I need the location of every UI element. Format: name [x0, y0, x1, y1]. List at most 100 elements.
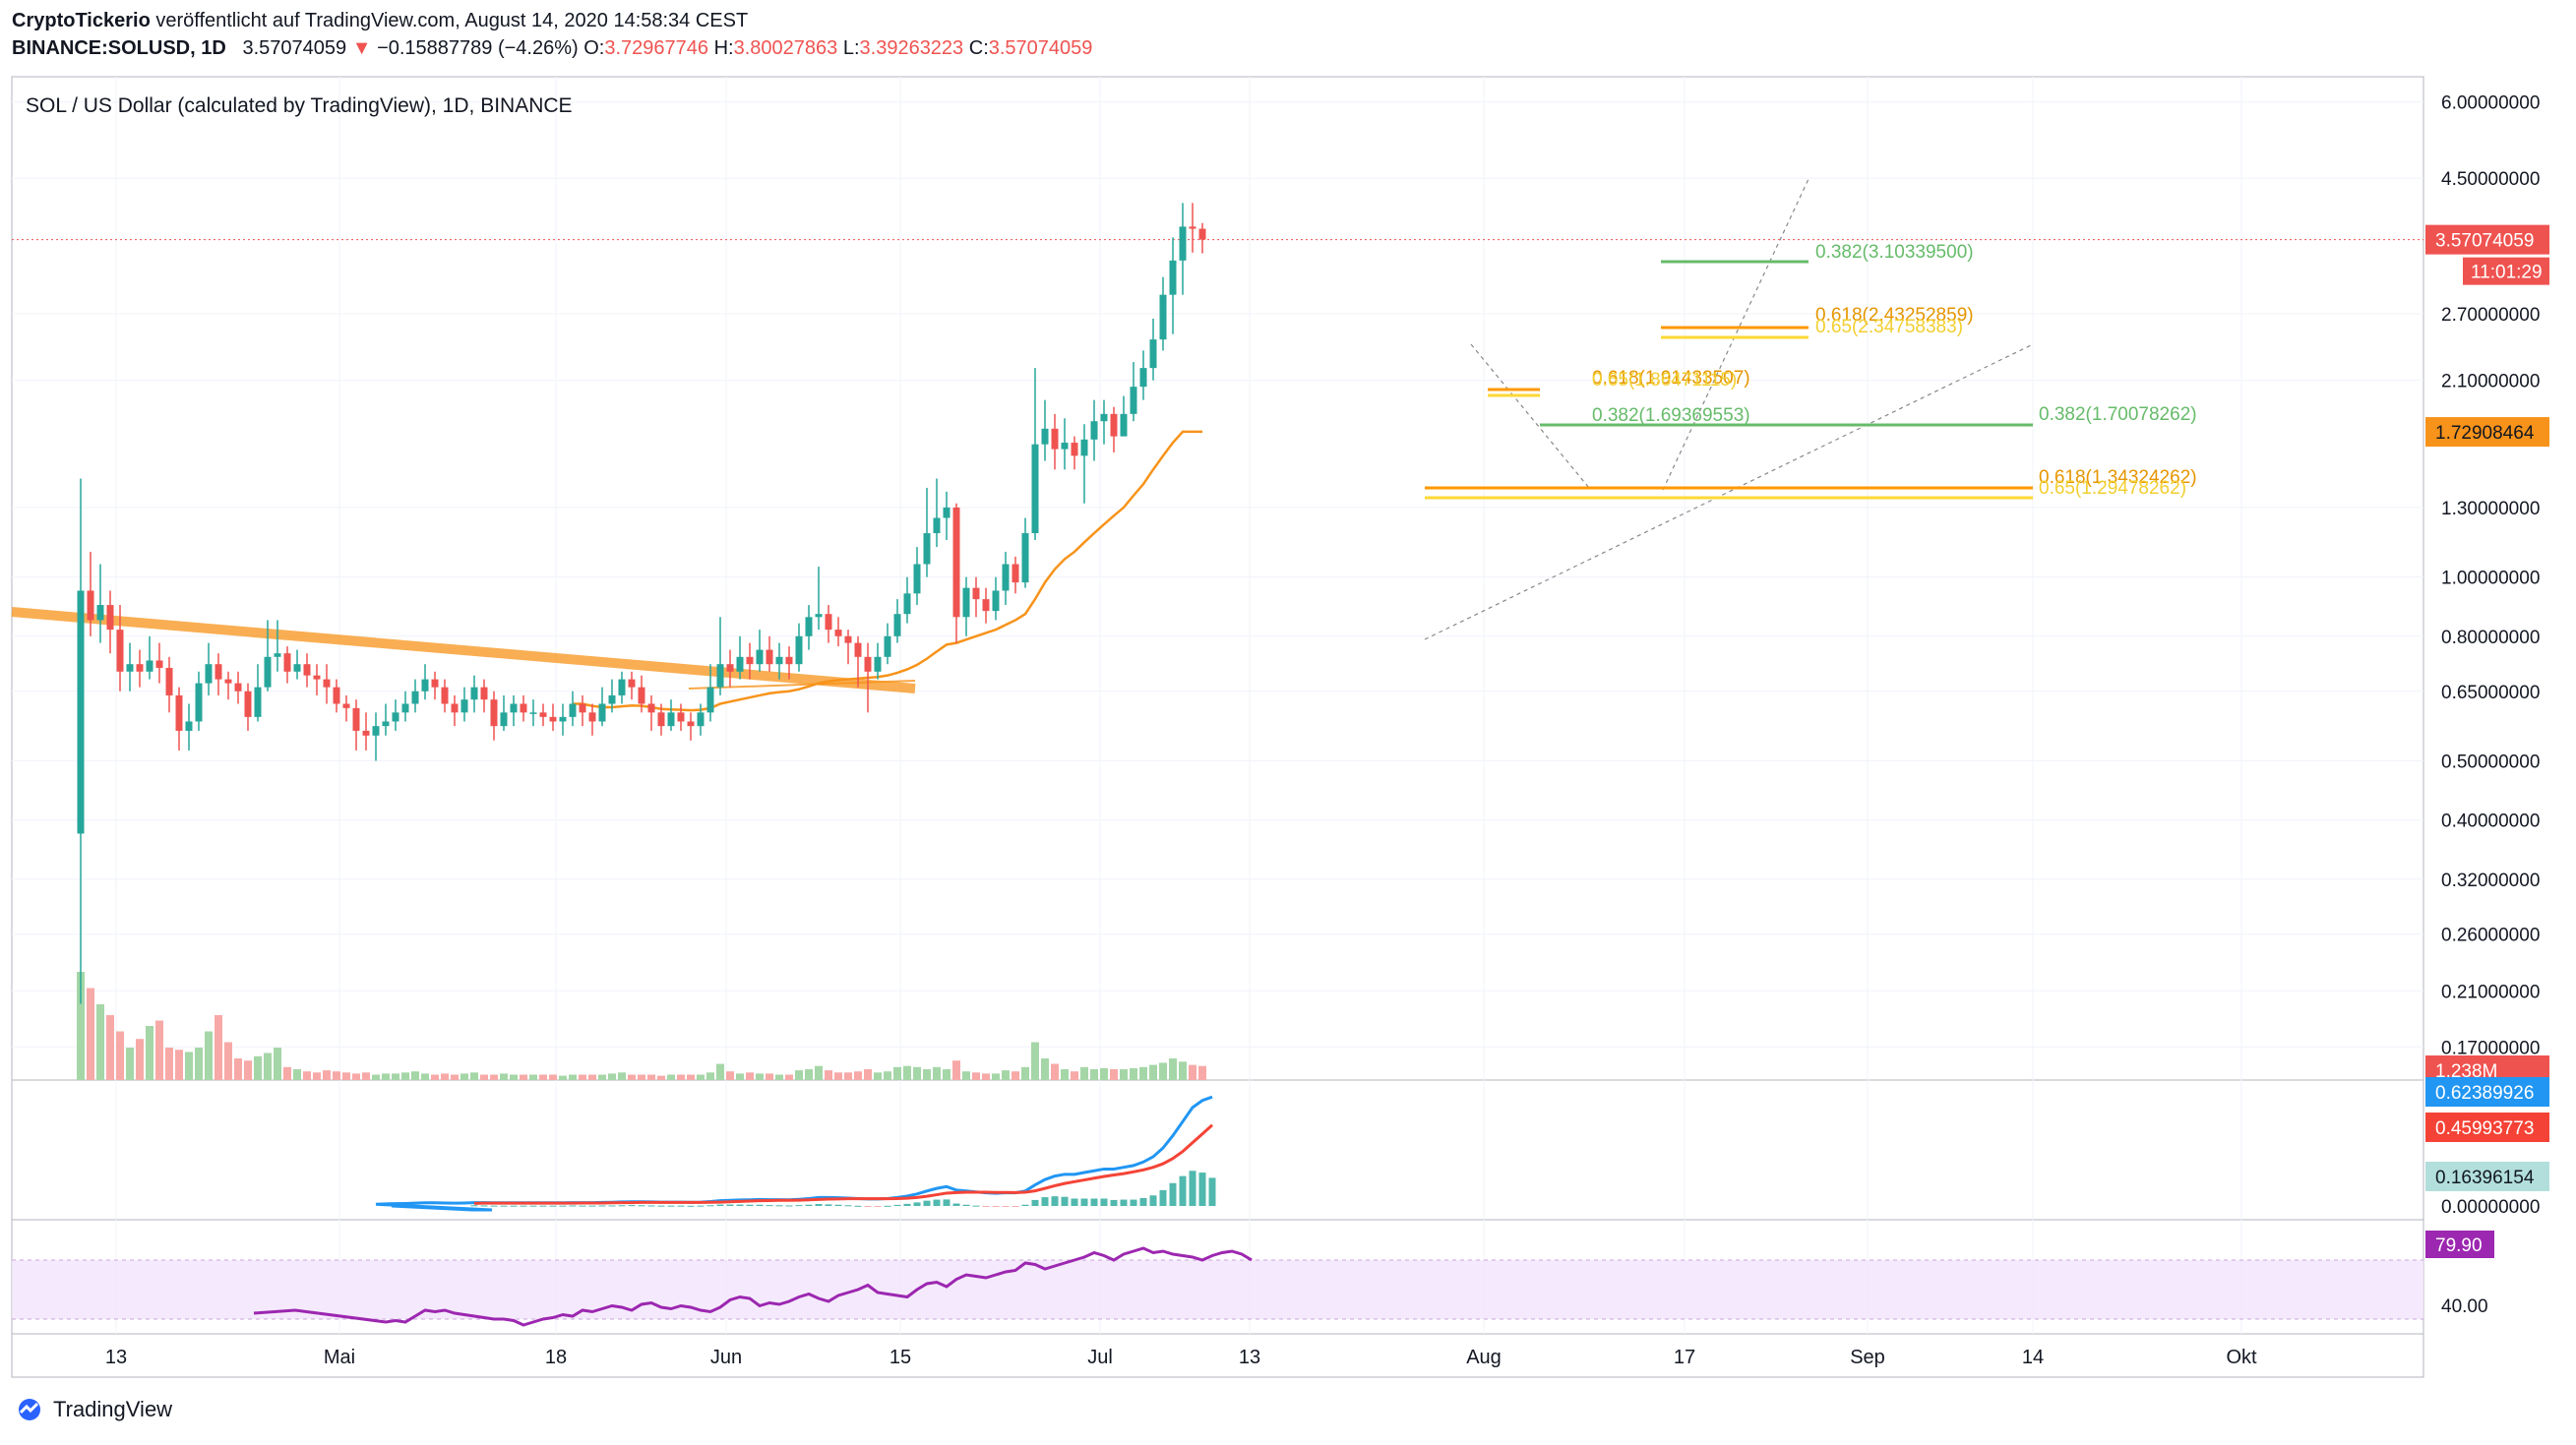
candle-body	[510, 703, 518, 713]
volume-bar	[1159, 1062, 1167, 1080]
price-axis-label: 0.21000000	[2441, 982, 2540, 1002]
volume-bar	[746, 1072, 754, 1080]
candle-body	[775, 656, 783, 665]
candle-body	[155, 660, 163, 668]
macd-histogram-bar	[549, 1205, 557, 1207]
candle-body	[136, 664, 144, 672]
volume-bar	[903, 1065, 911, 1080]
low-label: L:	[842, 37, 860, 59]
tradingview-logo[interactable]: TradingView	[12, 1397, 172, 1422]
macd-histogram-bar	[825, 1204, 832, 1206]
macd-histogram-bar	[1169, 1182, 1177, 1206]
candle	[697, 703, 705, 736]
macd-histogram-bar	[588, 1205, 596, 1207]
macd-histogram-bar	[628, 1205, 636, 1207]
candle	[77, 478, 85, 1004]
time-axis-label: Jul	[1087, 1347, 1113, 1368]
candle	[372, 712, 380, 761]
candle	[529, 699, 537, 727]
macd-histogram-bar	[785, 1205, 793, 1207]
candle-body	[323, 679, 331, 688]
macd-histogram-bar	[1208, 1177, 1216, 1206]
macd-histogram-bar	[1179, 1175, 1187, 1206]
macd-histogram-bar	[677, 1205, 685, 1207]
volume-bar	[303, 1071, 311, 1080]
last-price-badge: 3.57074059	[2435, 231, 2534, 252]
signal-value-badge: 0.45993773	[2435, 1118, 2534, 1139]
macd-histogram-bar	[657, 1205, 665, 1207]
candle	[687, 712, 695, 741]
macd-histogram-bar	[746, 1204, 754, 1206]
candle	[500, 694, 508, 731]
candle-body	[96, 605, 104, 621]
volume-bar	[401, 1072, 409, 1080]
candle	[274, 620, 281, 672]
volume-bar	[333, 1071, 340, 1080]
candle	[667, 699, 675, 731]
volume-bar	[785, 1074, 793, 1080]
candle-body	[500, 712, 508, 727]
macd-histogram-bar	[608, 1205, 616, 1207]
candle-body	[77, 590, 85, 834]
candle	[569, 691, 577, 727]
candle-body	[825, 614, 832, 631]
volume-bar	[628, 1074, 636, 1080]
volume-bar	[244, 1060, 252, 1080]
candle-body	[579, 703, 586, 713]
volume-bar	[1169, 1058, 1177, 1080]
candle-body	[1110, 413, 1118, 437]
candle-body	[569, 703, 577, 717]
price-axis-label: 0.40000000	[2441, 812, 2540, 832]
volume-bar	[362, 1072, 370, 1080]
candle	[411, 679, 419, 713]
trendline-thin	[688, 680, 916, 690]
signal-value-badge-bg	[2425, 1113, 2549, 1142]
volume-bar	[1051, 1063, 1059, 1080]
macd-histogram-bar	[618, 1205, 626, 1207]
candle	[303, 653, 311, 688]
candle-body	[264, 656, 272, 688]
candle-body	[1179, 226, 1187, 261]
macd-histogram-bar	[667, 1205, 675, 1207]
macd-histogram-bar	[1031, 1199, 1039, 1206]
ma-value-badge-bg	[2425, 417, 2549, 448]
macd-histogram-bar	[1149, 1195, 1157, 1206]
volume-bar	[352, 1073, 360, 1080]
candle	[726, 649, 734, 688]
countdown-badge-bg	[2463, 257, 2549, 285]
candle-body	[342, 703, 350, 708]
candle-body	[638, 687, 645, 704]
volume-bar	[834, 1072, 842, 1080]
volume-bar	[1130, 1067, 1137, 1080]
candle-body	[234, 683, 242, 692]
candle-body	[520, 703, 527, 713]
tradingview-logo-icon	[19, 1399, 40, 1420]
candle-body	[943, 507, 951, 518]
candle	[628, 671, 636, 700]
candle	[215, 653, 222, 695]
price-axis-label: 1.30000000	[2441, 499, 2540, 519]
candle	[520, 694, 527, 722]
ma-value-badge: 1.72908464	[2435, 423, 2535, 444]
candle	[923, 487, 931, 577]
volume-bar	[106, 1015, 114, 1080]
candle-body	[716, 664, 724, 688]
candle	[441, 679, 449, 713]
volume-bar	[1110, 1069, 1118, 1080]
candle-body	[1139, 368, 1147, 388]
candle	[943, 491, 951, 540]
candle	[185, 703, 193, 751]
macd-histogram-bar	[490, 1205, 498, 1207]
price-axis-label: 0.65000000	[2441, 683, 2540, 703]
candle	[431, 671, 439, 700]
candle-body	[913, 564, 921, 594]
macd-histogram-bar	[480, 1205, 488, 1207]
candle	[1149, 318, 1157, 381]
candle	[510, 694, 518, 727]
volume-bar	[874, 1072, 882, 1080]
candle-body	[1061, 443, 1069, 450]
macd-histogram-bar	[933, 1199, 941, 1206]
candle	[746, 642, 754, 680]
time-axis-label: Mai	[324, 1347, 355, 1368]
